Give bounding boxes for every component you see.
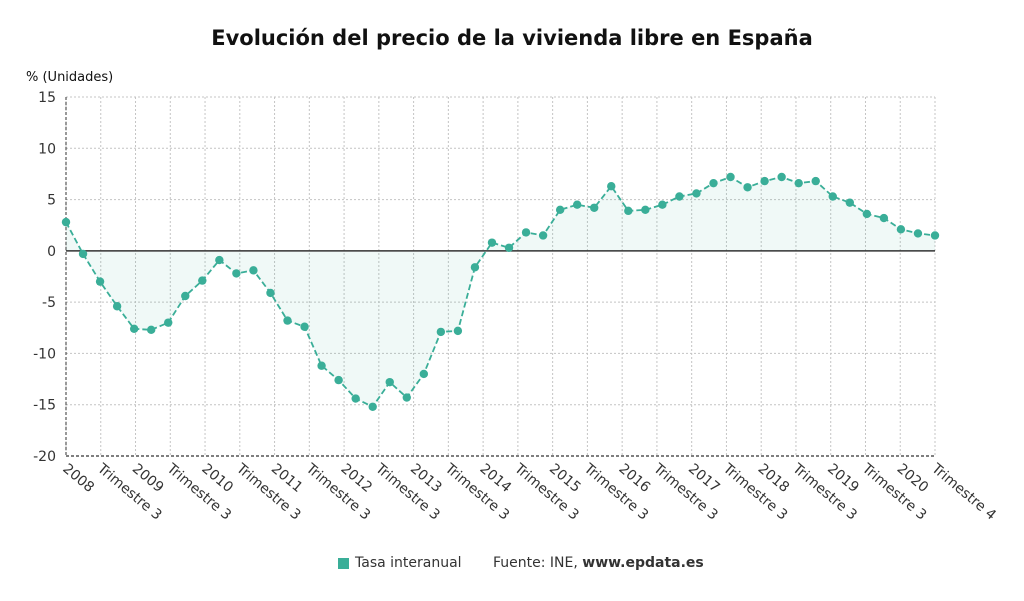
data-point — [590, 203, 599, 212]
data-point — [811, 176, 820, 186]
series-area — [66, 177, 935, 407]
source-prefix: Fuente: INE, — [493, 555, 583, 571]
data-point — [521, 228, 531, 237]
data-point — [317, 361, 326, 370]
source-note: Fuente: INE, www.epdata.es — [493, 555, 704, 571]
data-point — [266, 288, 275, 298]
data-point — [385, 377, 394, 387]
data-point — [470, 263, 480, 272]
data-point — [675, 192, 684, 201]
data-point — [300, 322, 309, 331]
data-point — [555, 205, 565, 215]
data-point — [726, 172, 735, 182]
x-tick-label: 2008 — [59, 461, 97, 496]
y-tick-label: 5 — [47, 193, 56, 209]
data-point — [913, 229, 923, 238]
data-point — [146, 325, 156, 335]
data-point — [709, 178, 718, 188]
y-tick-label: 10 — [38, 141, 56, 157]
data-point — [61, 217, 71, 227]
y-tick-label: -5 — [42, 295, 56, 311]
data-point — [879, 213, 889, 223]
y-tick-label: -15 — [33, 398, 56, 414]
y-tick-label: -10 — [33, 346, 56, 362]
data-point — [453, 326, 463, 336]
data-point — [95, 277, 105, 286]
data-point — [419, 369, 429, 379]
data-point — [607, 182, 616, 191]
y-tick-label: 15 — [38, 90, 56, 106]
data-point — [232, 269, 241, 278]
data-point — [129, 324, 139, 334]
data-point — [692, 189, 701, 198]
data-point — [249, 266, 258, 275]
data-point — [794, 178, 803, 188]
data-point — [760, 176, 769, 186]
data-point — [334, 375, 343, 385]
data-point — [181, 291, 190, 301]
y-tick-label: -20 — [33, 449, 56, 465]
data-point — [658, 200, 667, 209]
data-point — [743, 183, 752, 192]
data-point — [368, 402, 377, 411]
data-point — [112, 302, 122, 311]
data-point — [504, 243, 514, 252]
x-tick-label: Trimestre 4 — [928, 460, 999, 523]
y-axis-unit-label: % (Unidades) — [26, 70, 114, 85]
data-point — [487, 238, 497, 247]
data-point — [283, 316, 292, 325]
data-point — [436, 327, 446, 337]
legend: Tasa interanual — [338, 555, 462, 571]
data-point — [538, 231, 548, 240]
source-site: www.epdata.es — [582, 555, 704, 571]
data-point — [896, 225, 906, 234]
series-line — [65, 176, 936, 408]
legend-label: Tasa interanual — [355, 555, 462, 571]
data-point — [215, 255, 224, 265]
data-point — [845, 198, 855, 207]
legend-swatch — [338, 557, 349, 569]
data-point — [351, 394, 360, 403]
data-point — [624, 206, 633, 216]
data-point — [572, 200, 582, 209]
data-point — [164, 318, 173, 327]
data-point — [78, 249, 88, 259]
data-point — [641, 205, 650, 215]
data-point — [777, 172, 786, 182]
data-point — [930, 231, 940, 240]
data-point — [198, 276, 207, 285]
data-point — [862, 209, 872, 219]
y-tick-label: 0 — [47, 244, 56, 260]
chart-title: Evolución del precio de la vivienda libr… — [211, 26, 813, 50]
data-point — [828, 192, 837, 201]
data-point — [402, 393, 411, 402]
